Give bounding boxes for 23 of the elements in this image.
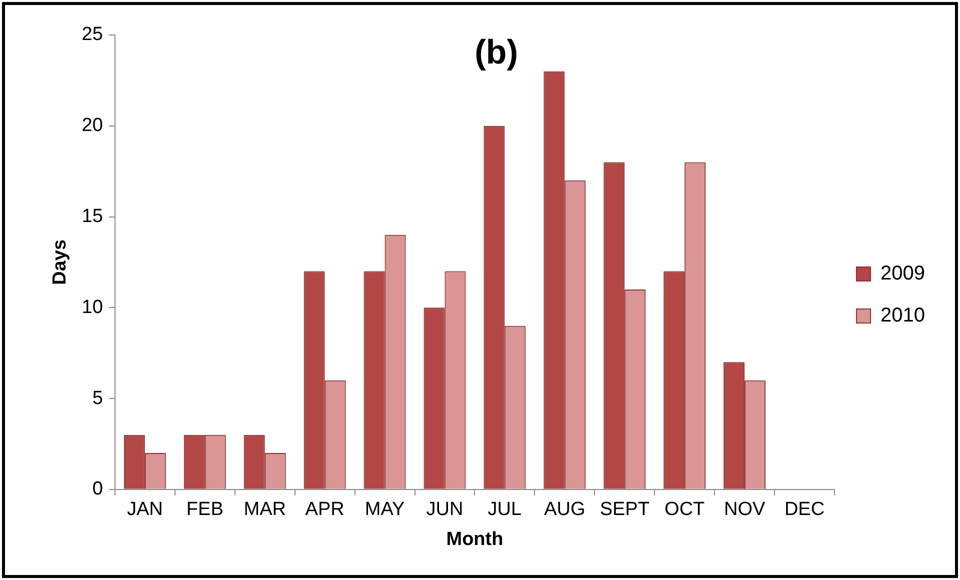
x-tick-label: JAN (126, 499, 163, 520)
x-tick-label: JUL (488, 499, 522, 520)
chart-title: (b) (474, 33, 518, 72)
x-tick-label: NOV (724, 499, 766, 520)
y-axis-title: Days (50, 239, 71, 285)
x-tick-label: DEC (784, 499, 825, 520)
y-tick-label: 20 (82, 115, 103, 136)
legend-label: 2009 (880, 262, 926, 285)
x-tick-label: JUN (426, 499, 464, 520)
x-axis-title: Month (446, 528, 504, 550)
y-tick-label: 15 (82, 206, 103, 227)
x-tick-label: FEB (186, 499, 224, 520)
x-tick-label: MAR (244, 499, 286, 520)
x-tick-label: SEPT (600, 499, 650, 520)
legend-label: 2010 (880, 304, 926, 327)
y-tick-label: 25 (82, 24, 103, 46)
y-tick-label: 10 (82, 296, 103, 318)
x-tick-label: APR (305, 499, 344, 520)
y-tick-label: 0 (92, 478, 103, 500)
x-tick-label: MAY (364, 499, 405, 520)
x-tick-label: AUG (544, 499, 586, 520)
x-tick-label: OCT (664, 499, 706, 520)
y-tick-label: 5 (92, 388, 103, 409)
